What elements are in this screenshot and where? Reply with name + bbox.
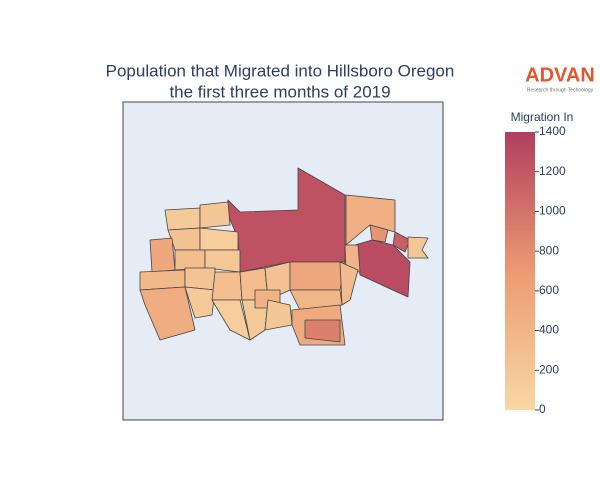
region	[289, 261, 346, 291]
logo-name: ADVAN	[525, 64, 595, 86]
colorbar-title: Migration In	[511, 110, 574, 124]
colorbar-tick-label: 800	[539, 243, 559, 257]
region	[149, 237, 176, 273]
colorbar-tick-label: 1400	[539, 124, 566, 138]
region	[139, 269, 186, 291]
region	[407, 236, 429, 259]
colorbar-tick-label: 0	[539, 402, 546, 416]
colorbar-tick-label: 200	[539, 362, 559, 376]
colorbar-tick-label: 400	[539, 323, 559, 337]
region	[339, 261, 359, 306]
colorbar	[505, 132, 535, 410]
colorbar-tick-label: 1000	[539, 204, 566, 218]
colorbar-tick-label: 600	[539, 283, 559, 297]
region	[184, 267, 216, 291]
region	[174, 249, 206, 271]
region	[164, 207, 201, 231]
region	[199, 201, 231, 229]
region	[369, 224, 389, 243]
region	[199, 227, 239, 251]
region	[392, 231, 411, 253]
region	[211, 271, 243, 301]
region	[344, 244, 361, 273]
region	[304, 319, 341, 343]
colorbar-tick-label: 1200	[539, 164, 566, 178]
region	[139, 286, 196, 341]
region	[264, 299, 293, 331]
region	[184, 286, 216, 319]
logo-tagline: Research through Technology	[527, 87, 594, 93]
chart-title: Population that Migrated into Hillsboro …	[106, 61, 455, 80]
chart-title: the first three months of 2019	[169, 82, 390, 101]
